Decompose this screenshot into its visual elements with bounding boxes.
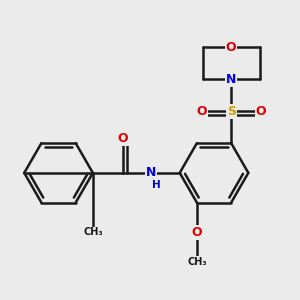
Text: O: O [196,105,207,118]
Text: O: O [192,226,202,239]
Text: O: O [256,105,266,118]
Text: O: O [226,40,236,54]
Text: O: O [117,132,128,145]
Text: CH₃: CH₃ [187,257,207,267]
Text: S: S [227,105,236,118]
Text: N: N [226,73,236,85]
Text: N: N [146,167,156,179]
Text: H: H [152,180,161,190]
Text: CH₃: CH₃ [83,227,103,237]
